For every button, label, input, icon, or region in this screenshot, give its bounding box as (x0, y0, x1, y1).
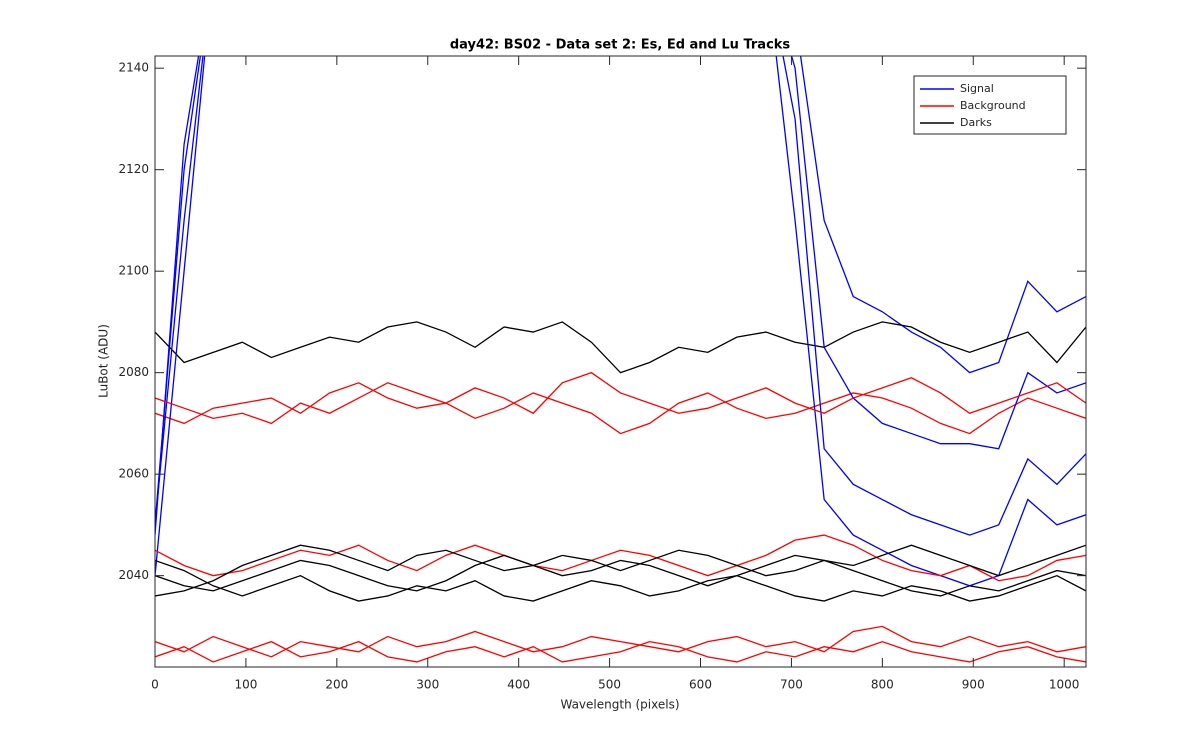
x-tick-label: 200 (325, 678, 348, 692)
legend: Signal Background Darks (913, 75, 1067, 135)
x-tick-label: 800 (871, 678, 894, 692)
y-tick-label: 2140 (118, 61, 149, 75)
y-tick-label: 2100 (118, 264, 149, 278)
x-tick-label: 700 (780, 678, 803, 692)
series-line (155, 371, 1086, 425)
x-tick-label: 1000 (1049, 678, 1080, 692)
legend-box (913, 75, 1067, 135)
series-line (155, 559, 1086, 602)
series-line (155, 625, 1086, 658)
y-tick-label: 2120 (118, 162, 149, 176)
y-axis-label: LuBot (ADU) (97, 324, 111, 398)
series-line (155, 56, 1086, 536)
y-tick-label: 2080 (118, 365, 149, 379)
axes-box (154, 55, 1087, 668)
chart-title: day42: BS02 - Data set 2: Es, Ed and Lu … (450, 38, 791, 53)
x-tick-label: 100 (234, 678, 257, 692)
x-tick-label: 600 (689, 678, 712, 692)
legend-label: Background (960, 99, 1026, 112)
x-tick-label: 300 (416, 678, 439, 692)
x-axis-label: Wavelength (pixels) (560, 698, 679, 712)
x-tick-label: 400 (507, 678, 530, 692)
series-line (155, 321, 1086, 374)
series-line (155, 544, 1086, 597)
series-line (155, 56, 1086, 525)
x-tick-label: 500 (598, 678, 621, 692)
y-tick-label: 2060 (118, 467, 149, 481)
series-line (155, 56, 1086, 587)
legend-label: Signal (960, 82, 994, 95)
y-tick-label: 2040 (118, 568, 149, 582)
x-tick-label: 0 (151, 678, 159, 692)
legend-label: Darks (960, 116, 992, 129)
x-tick-label: 900 (962, 678, 985, 692)
series-line (155, 534, 1086, 582)
series-line (155, 56, 1086, 536)
plot-lines (155, 56, 1086, 663)
series-line (155, 554, 1086, 597)
series-line (155, 640, 1086, 663)
